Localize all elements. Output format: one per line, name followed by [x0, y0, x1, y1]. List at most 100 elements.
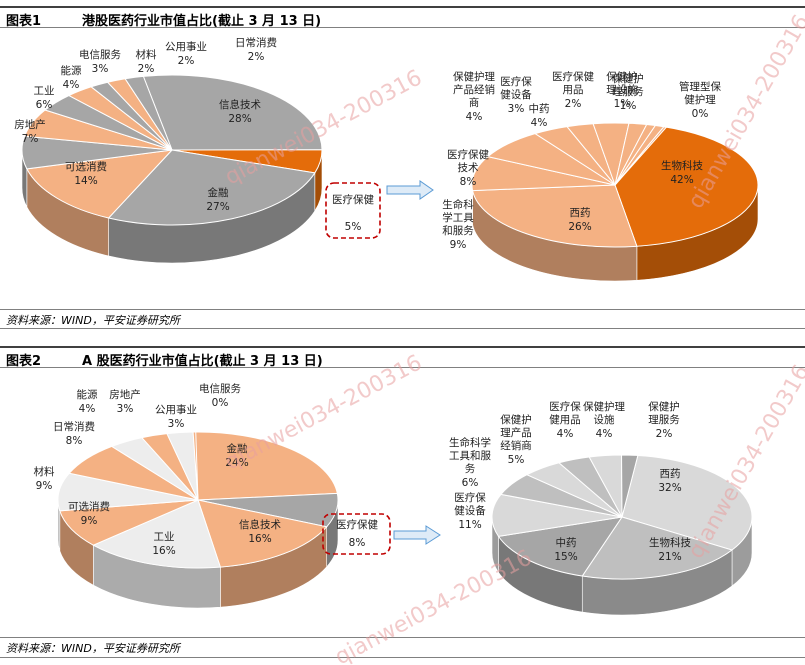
- a_industry-slice-5: [57, 472, 199, 512]
- a_healthcare-label-0: 西药 32%: [658, 468, 681, 494]
- a_healthcare-label-4: 生命科学工具和服务 6%: [449, 436, 491, 489]
- hk_industry-value-7: 3%: [92, 63, 109, 75]
- a_industry-label-2: 信息技术 16%: [239, 518, 281, 545]
- figure2-source: 资料来源：WIND，平安证券研究所: [6, 642, 180, 655]
- hk_industry-value-6: 4%: [63, 79, 80, 91]
- a_industry-value-10: 0%: [212, 397, 229, 409]
- a_industry-value-9: 3%: [168, 418, 185, 430]
- figure2-number: 图表2: [6, 354, 42, 369]
- figure2-bottom-rule: [0, 657, 805, 658]
- hk-healthcare-callout-name: 医疗保健: [332, 193, 374, 206]
- hk_healthcare-label-8: 保健护理设施 1%: [606, 70, 638, 110]
- hk_industry-value-10: 2%: [248, 51, 265, 63]
- watermark-3: qianwei034-200316: [221, 350, 426, 475]
- hk_industry-label-7: 电信服务 3%: [79, 48, 121, 75]
- a_industry-value-0: 24%: [225, 457, 248, 469]
- hk_industry-label-2: 金融 27%: [206, 186, 229, 213]
- hk_healthcare-value-3: 8%: [460, 176, 477, 188]
- hk_healthcare-label-4: 保健护理产品经销商 4%: [453, 70, 495, 123]
- a_healthcare-value-5: 5%: [508, 454, 525, 466]
- hk-arrow: [386, 180, 434, 200]
- a_healthcare-value-7: 4%: [596, 428, 613, 440]
- hk_industry-slice-10: [124, 75, 173, 151]
- a_industry-label-0: 金融 24%: [225, 442, 248, 469]
- hk_healthcare-slice-0: [614, 126, 759, 247]
- hk_industry-label-0: 信息技术 28%: [219, 98, 261, 125]
- hk_healthcare-value-2: 9%: [450, 239, 467, 251]
- a_industry-value-7: 4%: [79, 403, 96, 415]
- hk_industry-value-4: 7%: [22, 133, 39, 145]
- hk_industry-label-10: 日常消费 2%: [235, 36, 277, 63]
- a_industry-value-5: 9%: [36, 480, 53, 492]
- figure2-source-rule: [0, 637, 805, 638]
- hk_healthcare-value-9: 1%: [620, 100, 637, 112]
- hk_industry-label-5: 工业 6%: [34, 85, 55, 111]
- a_industry-pie: [57, 431, 339, 609]
- hk_healthcare-value-7: 2%: [565, 98, 582, 110]
- hk_industry-label-4: 房地产 7%: [14, 118, 46, 145]
- hk_industry-label-9: 公用事业 2%: [165, 40, 207, 67]
- a_industry-value-2: 16%: [248, 533, 271, 545]
- a_industry-label-8: 房地产 3%: [109, 388, 141, 415]
- a_healthcare-slice-8: [621, 454, 639, 518]
- hk_industry-value-5: 6%: [36, 99, 53, 111]
- a_healthcare-label-5: 保健护理产品经销商 5%: [500, 413, 532, 466]
- hk_industry-label-8: 材料 2%: [136, 48, 157, 75]
- hk_industry-value-0: 28%: [228, 113, 251, 125]
- hk_industry-value-8: 2%: [138, 63, 155, 75]
- a_healthcare-label-6: 医疗保健用品 4%: [549, 400, 581, 440]
- a_industry-value-3: 16%: [152, 545, 175, 557]
- figure1-title-bar: 图表1 港股医药行业市值占比(截止 3 月 13 日): [0, 6, 805, 29]
- a_industry-slice-2: [197, 499, 328, 568]
- hk-healthcare-callout-value: 5%: [345, 221, 362, 233]
- a-healthcare-callout-value: 8%: [349, 537, 366, 549]
- hk_healthcare-value-0: 42%: [670, 174, 693, 186]
- hk_healthcare-value-1: 26%: [568, 221, 591, 233]
- a-healthcare-callout: [322, 513, 391, 555]
- hk_healthcare-slice-2: [471, 156, 616, 192]
- hk_healthcare-value-8: 1%: [614, 98, 631, 110]
- a_industry-label-7: 能源 4%: [77, 388, 98, 415]
- hk_healthcare-label-3: 医疗保健技术 8%: [447, 148, 489, 188]
- hk_industry-slice-3: [26, 149, 174, 219]
- a_industry-slice-4: [59, 499, 199, 546]
- hk_healthcare-pie: [471, 122, 759, 282]
- a_healthcare-value-8: 2%: [656, 428, 673, 440]
- hk_healthcare-value-5: 3%: [508, 103, 525, 115]
- hk_healthcare-label-1: 西药 26%: [568, 207, 591, 233]
- hk-healthcare-callout: [325, 182, 381, 239]
- a_industry-slice-0: [192, 431, 338, 501]
- figure2-title: A 股医药行业市值占比(截止 3 月 13 日): [82, 354, 323, 369]
- a-healthcare-callout-name: 医疗保健: [336, 518, 378, 531]
- a_industry-label-10: 电信服务 0%: [199, 382, 241, 409]
- a_industry-value-4: 9%: [81, 515, 98, 527]
- a_industry-label-4: 可选消费 9%: [68, 500, 110, 527]
- figure1-title: 港股医药行业市值占比(截止 3 月 13 日): [82, 14, 322, 29]
- hk_industry-slice-0: [142, 74, 323, 151]
- a_healthcare-value-4: 6%: [462, 477, 479, 489]
- hk_industry-label-6: 能源 4%: [61, 64, 82, 91]
- figure2-title-bar: 图表2 A 股医药行业市值占比(截止 3 月 13 日): [0, 346, 805, 369]
- a_healthcare-pie: [491, 454, 753, 616]
- a_industry-label-3: 工业 16%: [152, 531, 175, 557]
- hk_industry-value-2: 27%: [206, 201, 229, 213]
- hk_industry-value-9: 2%: [178, 55, 195, 67]
- a_healthcare-slice-3: [491, 493, 623, 537]
- hk_industry-value-3: 14%: [74, 175, 97, 187]
- hk_healthcare-label-2: 生命科学工具和服务 9%: [442, 198, 474, 251]
- a_healthcare-value-3: 11%: [458, 519, 481, 531]
- a_healthcare-label-1: 生物科技 21%: [649, 536, 691, 563]
- a_healthcare-label-3: 医疗保健设备 11%: [454, 491, 486, 531]
- a-arrow: [393, 525, 441, 545]
- hk_healthcare-label-6: 中药 4%: [529, 102, 550, 129]
- hk_healthcare-label-0: 生物科技 42%: [661, 159, 703, 186]
- a_healthcare-value-0: 32%: [658, 482, 681, 494]
- figure1-bottom-rule: [0, 328, 805, 329]
- a_healthcare-label-2: 中药 15%: [554, 536, 577, 563]
- figure1-source-rule: [0, 309, 805, 310]
- a_industry-label-5: 材料 9%: [34, 465, 55, 492]
- a_healthcare-value-6: 4%: [557, 428, 574, 440]
- figure1-source: 资料来源：WIND，平安证券研究所: [6, 314, 180, 327]
- a_healthcare-slice-1: [581, 516, 734, 580]
